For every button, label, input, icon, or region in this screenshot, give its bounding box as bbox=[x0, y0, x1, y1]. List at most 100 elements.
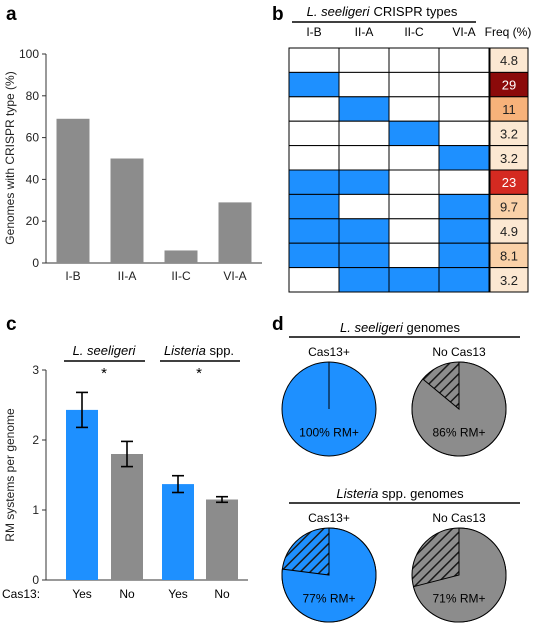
panel-a-xtick-label: VI-A bbox=[223, 269, 246, 283]
panel-c-bar bbox=[66, 409, 98, 580]
panel-a-ytick-label: 40 bbox=[26, 172, 40, 186]
panel-b-cell bbox=[388, 47, 440, 73]
panel-b-title-rest: CRISPR types bbox=[374, 4, 458, 19]
panel-b-cell bbox=[438, 218, 490, 244]
panel-c-xtick-label: No bbox=[214, 587, 230, 601]
panel-b-cell bbox=[388, 96, 440, 122]
panel-a-ytick-label: 20 bbox=[26, 214, 40, 228]
panel-b-cell bbox=[438, 47, 490, 73]
panel-b-cell bbox=[338, 218, 390, 244]
panel-b-freq-header: Freq (%) bbox=[485, 25, 532, 39]
panel-b-freq-value: 29 bbox=[502, 78, 516, 93]
panel-c-group-label-2: Listeria spp. bbox=[164, 343, 234, 358]
panel-b-freq-value: 23 bbox=[502, 175, 516, 190]
panel-c-xtick-label: Yes bbox=[168, 587, 188, 601]
panel-a-ytick-label: 0 bbox=[32, 256, 39, 270]
panel-c-ytick-label: 0 bbox=[32, 573, 39, 587]
panel-b-cell bbox=[388, 145, 440, 171]
panel-b-cell bbox=[288, 71, 340, 98]
panel-b-cell bbox=[438, 169, 490, 195]
panel-b-cell bbox=[338, 169, 390, 195]
panel-d-pie-1-2-value: 86% RM+ bbox=[432, 425, 485, 439]
panel-c-ylabel: RM systems per genome bbox=[3, 408, 17, 542]
panel-c-group-label-2-rest: spp. bbox=[206, 343, 234, 358]
panel-b-cell bbox=[288, 120, 340, 147]
panel-d-pie-2-1-label: Cas13+ bbox=[308, 511, 350, 525]
panel-a-bar-vi-a bbox=[218, 202, 252, 263]
panel-label-a: a bbox=[6, 4, 17, 25]
panel-c-bar bbox=[111, 454, 143, 580]
panel-label-b: b bbox=[272, 4, 284, 25]
panel-d-pie-2-2-label: No Cas13 bbox=[432, 511, 486, 525]
panel-b-title: L. seeligeri CRISPR types bbox=[307, 4, 458, 19]
panel-b-column-header: II-A bbox=[355, 25, 374, 39]
panel-a-bar-chart: Genomes with CRISPR type (%) 0 20 40 60 80 10… bbox=[3, 47, 262, 283]
panel-b-column-header: II-C bbox=[404, 25, 424, 39]
panel-b-cell bbox=[288, 218, 340, 244]
panel-d-pie-1-2-label: No Cas13 bbox=[432, 345, 486, 359]
panel-a-ytick-label: 100 bbox=[19, 47, 39, 61]
panel-d-section-2-title-rest: spp. genomes bbox=[378, 486, 464, 501]
panel-b-freq-value: 4.9 bbox=[500, 224, 518, 239]
panel-d-section-1-title-rest: genomes bbox=[403, 320, 461, 335]
panel-b-column-header: VI-A bbox=[452, 25, 475, 39]
panel-d-pie-2-2-value: 71% RM+ bbox=[432, 591, 485, 605]
panel-b-cell bbox=[288, 96, 340, 122]
panel-b-freq-cell bbox=[489, 242, 529, 269]
panel-b-cell bbox=[288, 145, 340, 171]
panel-b-cell bbox=[388, 218, 440, 244]
panel-c-bar bbox=[206, 499, 238, 580]
panel-b-column-header: I-B bbox=[306, 25, 321, 39]
panel-a-ylabel: Genomes with CRISPR type (%) bbox=[3, 71, 17, 244]
panel-b-freq-value: 3.2 bbox=[500, 151, 518, 166]
panel-b-cell bbox=[338, 145, 390, 171]
panel-b-freq-value: 9.7 bbox=[500, 200, 518, 215]
panel-b-cell bbox=[288, 169, 340, 195]
panel-b-cell bbox=[388, 193, 440, 220]
panel-c-ytick-label: 2 bbox=[32, 433, 39, 447]
panel-label-d: d bbox=[272, 314, 284, 335]
panel-d-section-1-title: L. seeligeri genomes bbox=[340, 320, 460, 335]
panel-b-freq-value: 4.8 bbox=[500, 53, 518, 68]
panel-d-pie-1-1-label: Cas13+ bbox=[308, 345, 350, 359]
panel-b-cell bbox=[438, 96, 490, 122]
panel-a-xtick-label: I-B bbox=[65, 269, 80, 283]
panel-c-bar bbox=[162, 484, 194, 580]
panel-d-pie-1-1-value: 100% RM+ bbox=[299, 425, 359, 439]
panel-d-section-1-title-italic: L. seeligeri bbox=[340, 320, 404, 335]
panel-d-section-2-title: Listeria spp. genomes bbox=[336, 486, 464, 501]
panel-c-xlabel: Cas13: bbox=[2, 587, 40, 601]
panel-b-freq-cell bbox=[489, 267, 529, 293]
panel-b-cell bbox=[288, 47, 340, 73]
panel-b-cell bbox=[438, 193, 490, 220]
panel-d-pie-charts: L. seeligeri genomes Listeria spp. genom… bbox=[281, 320, 520, 623]
panel-b-cell bbox=[438, 242, 490, 269]
panel-a-ytick-label: 60 bbox=[26, 131, 40, 145]
panel-c-group-label-2-italic: Listeria bbox=[164, 343, 206, 358]
panel-b-cell bbox=[438, 71, 490, 98]
panel-b-cell bbox=[388, 242, 440, 269]
panel-b-cell bbox=[338, 120, 390, 147]
panel-d-pie-1-2-rm-slice bbox=[411, 361, 507, 457]
panel-c-sig-1: * bbox=[101, 365, 107, 382]
panel-c-xtick-label: Yes bbox=[72, 587, 92, 601]
panel-b-crispr-table: L. seeligeri CRISPR types Freq (%) I-B II-… bbox=[288, 4, 532, 293]
panel-b-cell bbox=[338, 71, 390, 98]
panel-c-bar-chart: RM systems per genome Cas13: L. seeliger… bbox=[2, 343, 248, 601]
panel-b-cell bbox=[388, 71, 440, 98]
panel-b-cell bbox=[338, 267, 390, 293]
panel-b-freq-cell bbox=[489, 218, 529, 244]
panel-b-freq-cell bbox=[489, 47, 529, 73]
panel-c-sig-2: * bbox=[196, 365, 202, 382]
panel-b-cell bbox=[438, 120, 490, 147]
panel-a-bar-i-b bbox=[56, 118, 90, 263]
panel-b-freq-value: 3.2 bbox=[500, 273, 518, 288]
panel-c-ytick-label: 1 bbox=[32, 503, 39, 517]
panel-b-cell bbox=[338, 193, 390, 220]
panel-d-pie-2-1-rm-slice bbox=[281, 527, 377, 623]
panel-b-freq-value: 8.1 bbox=[500, 248, 518, 263]
panel-b-freq-cell bbox=[489, 193, 529, 220]
panel-d-pie-2-1-value: 77% RM+ bbox=[302, 591, 355, 605]
panel-b-freq-value: 3.2 bbox=[500, 126, 518, 141]
